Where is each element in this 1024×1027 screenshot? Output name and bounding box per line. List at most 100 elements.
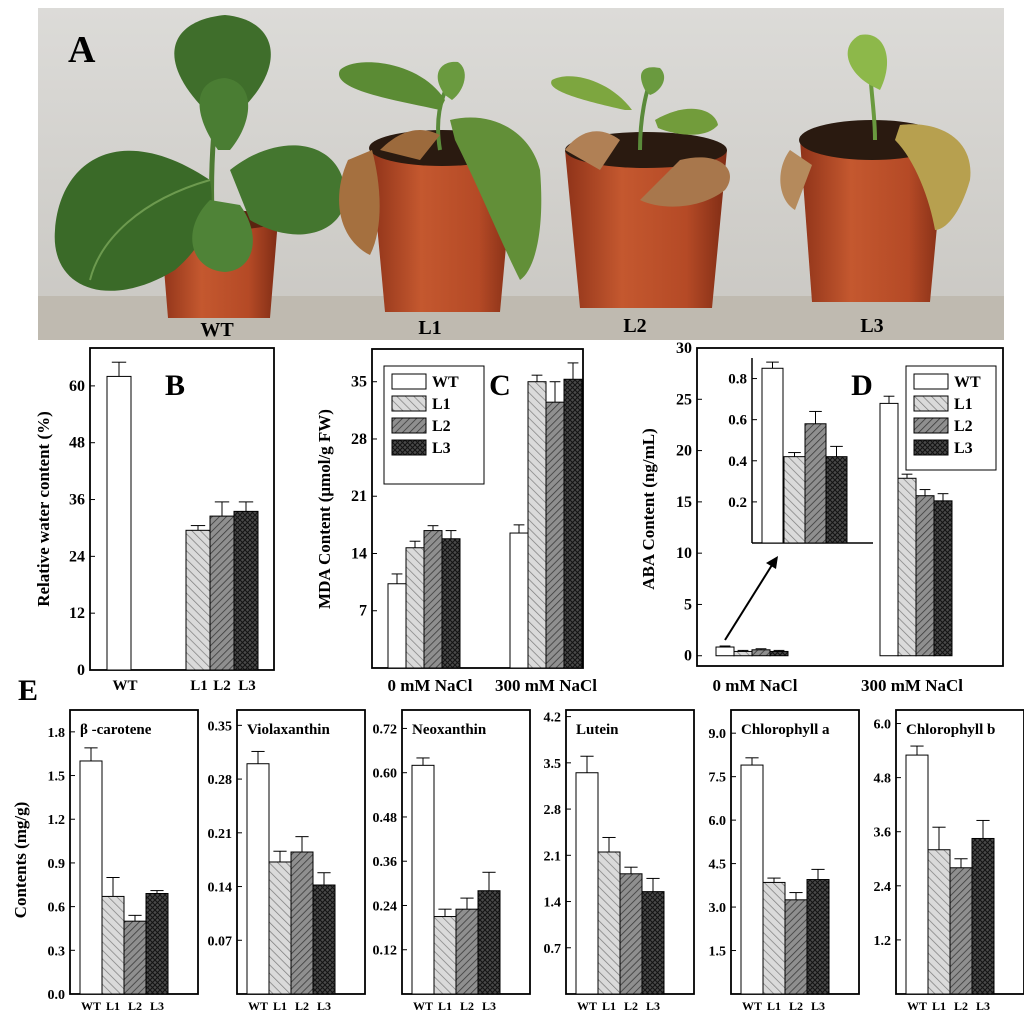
d-ytick-label: 15 [676,494,692,511]
e-4-ytick-label: 7.5 [709,771,727,786]
c-legend-swatch-wt [392,374,426,389]
e-2-ytick-label: 0.60 [373,767,398,782]
b-ytick-label: 24 [69,548,85,565]
c-legend-label-l1: L1 [432,396,451,413]
c-legend-label-wt: WT [432,374,459,391]
e-panel-label: E [18,674,38,707]
d-g1-bar-l3 [934,501,952,656]
c-group-label: 300 mM NaCl [495,676,597,695]
b-ylabel: Relative water content (%) [34,411,53,607]
c-g1-bar-l3 [564,379,582,668]
e-5-ytick-label: 6.0 [874,718,892,733]
panel-label-a: A [68,29,96,71]
d-g0-bar-wt [716,647,734,656]
e-4-xtick-label: L1 [767,999,781,1013]
d-inset-ytick-label: 0.4 [728,454,747,470]
d-inset-ytick-label: 0.8 [728,372,747,388]
e-3-title: Lutein [576,722,619,738]
c-g0-bar-wt [388,584,406,668]
e-3-bar-l3 [642,892,664,994]
e-1-ytick-label: 0.28 [208,773,233,788]
d-group-label: 300 mM NaCl [861,676,963,695]
e-3-bar-wt [576,773,598,994]
photo-label-l1: L1 [418,317,441,339]
e-0-ytick-label: 0.9 [48,857,66,872]
d-panel-label: D [851,369,873,402]
b-bar-l1 [186,530,210,670]
d-g0-bar-l2 [752,650,770,656]
d-ytick-label: 10 [676,545,692,562]
e-5-bar-l1 [928,850,950,994]
c-g1-bar-l2 [546,402,564,668]
e-2-title: Neoxanthin [412,722,487,738]
d-inset-bar-wt [762,368,783,543]
d-inset-bar-l1 [784,457,805,543]
d-g1-bar-l2 [916,496,934,656]
e-5-ytick-label: 4.8 [874,772,892,787]
b-bar-wt [107,376,131,670]
c-legend-swatch-l2 [392,418,426,433]
c-ytick-label: 28 [351,431,367,448]
e-5-title: Chlorophyll b [906,722,995,738]
e-0-xtick-label: L2 [128,999,142,1013]
c-legend-label-l3: L3 [432,440,451,457]
e-5-xtick-label: L1 [932,999,946,1013]
e-3-ytick-label: 2.8 [544,803,562,818]
e-5-ytick-label: 3.6 [874,826,892,841]
d-ytick-label: 5 [684,596,692,613]
e-1-bar-l2 [291,852,313,994]
e-2-xtick-label: L1 [438,999,452,1013]
b-xtick-label: WT [112,678,137,694]
c-ytick-label: 21 [351,488,367,505]
e-4-ytick-label: 3.0 [709,901,727,916]
c-legend-swatch-l3 [392,440,426,455]
c-g1-bar-l1 [528,382,546,668]
e-1-bar-l1 [269,862,291,994]
e-1-xtick-label: WT [248,999,268,1013]
d-legend-swatch-wt [914,374,948,389]
e-5-ytick-label: 2.4 [874,880,892,895]
photo-label-l3: L3 [860,315,883,337]
e-1-xtick-label: L2 [295,999,309,1013]
photo-label-wt: WT [200,319,234,341]
e-4-ytick-label: 4.5 [709,858,727,873]
e-0-bar-wt [80,761,102,994]
plant-photo: A WT L1 L2 L3 [38,8,1004,341]
d-inset-bar-l3 [826,457,847,543]
d-inset-ytick-label: 0.6 [728,413,747,429]
b-bar-l3 [234,511,258,670]
e-0-xtick-label: L1 [106,999,120,1013]
d-ytick-label: 30 [676,340,692,357]
e-1-ytick-label: 0.21 [208,827,233,842]
e-2-bar-l3 [478,891,500,994]
e-2-ytick-label: 0.12 [373,944,398,959]
photo-label-l2: L2 [623,315,646,337]
e-3-ytick-label: 3.5 [544,757,562,772]
e-5-xtick-label: L2 [954,999,968,1013]
e-0-bar-l2 [124,921,146,994]
d-inset-ytick-label: 0.2 [728,495,747,511]
e-2-xtick-label: WT [413,999,433,1013]
e-0-ytick-label: 0.0 [48,988,66,1003]
e-4-title: Chlorophyll a [741,722,830,738]
c-g0-bar-l1 [406,548,424,668]
d-g1-bar-l1 [898,478,916,655]
e-4-bar-l3 [807,880,829,994]
e-2-xtick-label: L2 [460,999,474,1013]
c-legend-label-l2: L2 [432,418,451,435]
d-inset-arrow-line [725,565,772,640]
d-legend-swatch-l2 [914,418,948,433]
e-0-ytick-label: 1.8 [48,726,66,741]
e-2-bar-wt [412,765,434,994]
e-0-ytick-label: 1.5 [48,770,66,785]
d-legend-label-wt: WT [954,374,981,391]
e-1-ytick-label: 0.35 [208,719,233,734]
e-3-xtick-label: L3 [646,999,660,1013]
c-ytick-label: 14 [351,545,367,562]
d-inset-arrow-head [766,556,778,569]
c-ytick-label: 7 [359,603,367,620]
